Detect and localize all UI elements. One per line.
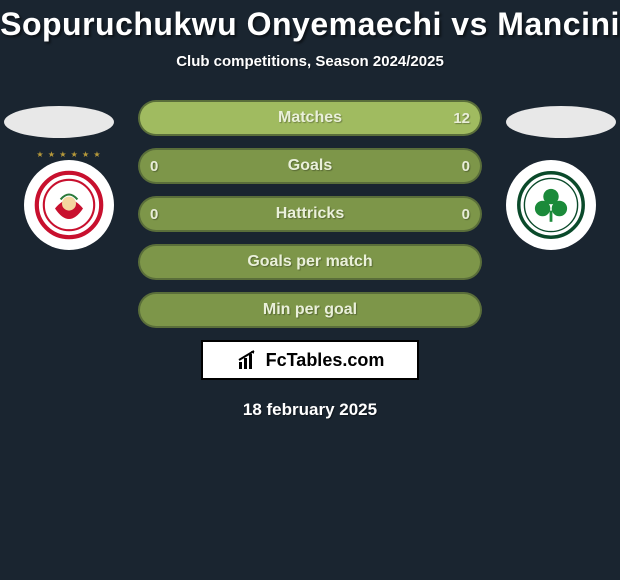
stat-row: 0 Goals 0 xyxy=(138,148,482,184)
olympiacos-icon xyxy=(34,170,104,240)
stat-row: 0 Hattricks 0 xyxy=(138,196,482,232)
page-title: Sopuruchukwu Onyemaechi vs Mancini xyxy=(0,0,620,43)
player-left-ellipse xyxy=(4,106,114,138)
stat-row-inner: Min per goal xyxy=(140,294,480,326)
stat-row: Matches 12 xyxy=(138,100,482,136)
club-left-stars: ★ ★ ★ ★ ★ ★ xyxy=(24,150,114,159)
stat-value-left: 0 xyxy=(150,158,158,175)
stat-value-right: 12 xyxy=(453,110,470,127)
stat-row-inner: Goals per match xyxy=(140,246,480,278)
fctables-logo: FcTables.com xyxy=(201,340,419,380)
stat-label: Goals per match xyxy=(247,253,372,271)
stats-list: Matches 12 0 Goals 0 0 Hattricks 0 Goals per mat… xyxy=(138,100,482,328)
stat-label: Goals xyxy=(288,157,332,175)
club-right-badge xyxy=(506,160,596,250)
stat-row: Min per goal xyxy=(138,292,482,328)
chart-icon xyxy=(236,348,260,372)
club-left-badge xyxy=(24,160,114,250)
player-right-ellipse xyxy=(506,106,616,138)
comparison-panel: ★ ★ ★ ★ ★ ★ Matches 12 0 Goals 0 0 Hattricks 0 G… xyxy=(0,100,620,420)
stat-label: Hattricks xyxy=(276,205,344,223)
date-label: 18 february 2025 xyxy=(0,400,620,420)
stat-row-inner: 0 Hattricks 0 xyxy=(140,198,480,230)
logo-text: FcTables.com xyxy=(266,350,385,371)
stat-value-left: 0 xyxy=(150,206,158,223)
stat-row-inner: Matches 12 xyxy=(140,102,480,134)
stat-row: Goals per match xyxy=(138,244,482,280)
stat-value-right: 0 xyxy=(462,158,470,175)
panathinaikos-icon xyxy=(516,170,586,240)
stat-label: Matches xyxy=(278,109,342,127)
stat-label: Min per goal xyxy=(263,301,357,319)
subtitle: Club competitions, Season 2024/2025 xyxy=(0,53,620,70)
stat-value-right: 0 xyxy=(462,206,470,223)
stat-row-inner: 0 Goals 0 xyxy=(140,150,480,182)
